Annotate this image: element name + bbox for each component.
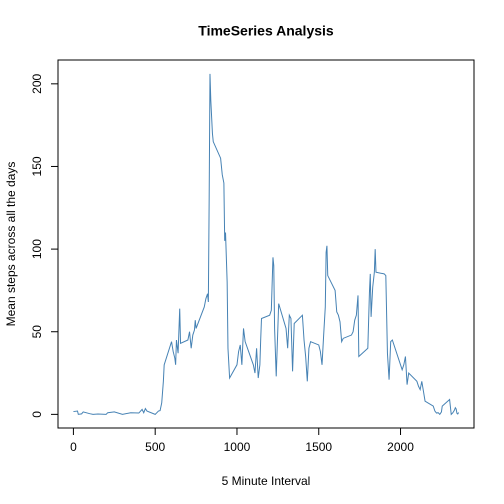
x-tick-label: 0: [70, 440, 77, 454]
plot-box: [57, 59, 475, 429]
x-tick-label: 2000: [387, 440, 414, 454]
y-axis-label: Mean steps across all the days: [4, 162, 18, 327]
series-line: [73, 73, 460, 416]
y-tick-label: 200: [30, 73, 44, 93]
y-tick-label: 50: [30, 325, 44, 339]
x-tick-label: 1500: [305, 440, 332, 454]
y-tick-label: 0: [30, 411, 44, 418]
x-axis-label: 5 Minute Interval: [222, 474, 311, 488]
x-tick-label: 500: [145, 440, 165, 454]
chart-title: TimeSeries Analysis: [198, 23, 334, 39]
y-tick-label: 100: [30, 239, 44, 259]
x-tick-label: 1000: [224, 440, 251, 454]
y-tick-label: 150: [30, 156, 44, 176]
